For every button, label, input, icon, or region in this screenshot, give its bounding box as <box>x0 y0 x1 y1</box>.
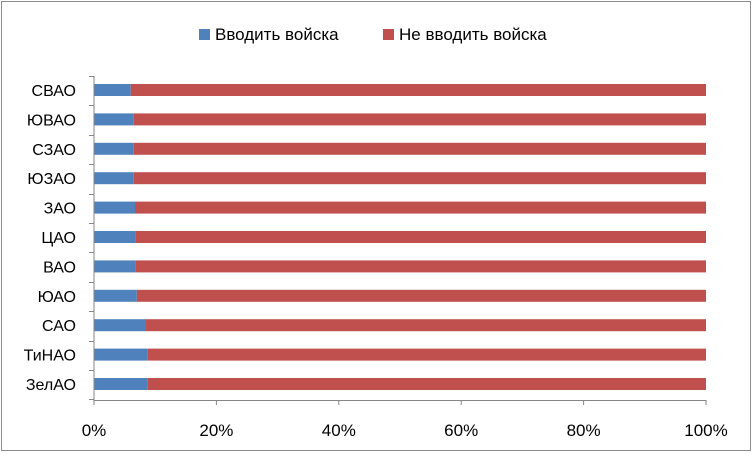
category-label: ЮАО <box>38 289 76 306</box>
bar-2-1 <box>130 84 707 96</box>
x-tick-label: 20% <box>199 421 233 440</box>
x-tick-label: 60% <box>444 421 478 440</box>
category-label: ЮЗАО <box>27 171 76 188</box>
category-label: ЗелАО <box>26 377 76 394</box>
bar-1-8 <box>94 289 137 302</box>
bar-1-3 <box>94 142 134 155</box>
category-label: СЗАО <box>32 142 76 159</box>
category-label: ВАО <box>43 259 76 276</box>
legend-swatch-1 <box>199 29 210 40</box>
legend-label-1: Вводить войска <box>215 25 339 44</box>
bar-2-8 <box>136 289 707 302</box>
bar-1-2 <box>94 113 134 126</box>
bar-1-11 <box>94 378 148 390</box>
x-tick-label: 40% <box>322 421 356 440</box>
axes: 0% 20% 40% 60% 80% 100% <box>82 76 728 440</box>
legend-label-2: Не вводить войска <box>399 25 547 44</box>
bar-1-10 <box>94 348 148 361</box>
x-tick-label: 100% <box>684 421 727 440</box>
bar-1-1 <box>94 84 131 96</box>
bar-2-3 <box>133 142 706 155</box>
bar-1-9 <box>94 319 147 332</box>
category-label: СВАО <box>32 83 76 100</box>
bar-1-5 <box>94 201 136 214</box>
x-tick-label: 0% <box>82 421 107 440</box>
category-label: ТиНАО <box>24 348 76 365</box>
bar-2-7 <box>135 260 707 273</box>
bar-2-2 <box>133 113 706 126</box>
bar-2-5 <box>135 201 706 214</box>
bar-2-10 <box>147 348 706 361</box>
category-label: ЮВАО <box>27 112 76 129</box>
legend: Вводить войска Не вводить войска <box>199 25 547 44</box>
category-label: ЗАО <box>44 201 76 218</box>
bars: СВАО ЮВАО СЗАО ЮЗАО ЗАО ЦАО ВАО ЮАО САО ТиНАО ЗелА… <box>24 83 707 394</box>
x-tick-label: 80% <box>567 421 601 440</box>
bar-2-9 <box>146 319 706 332</box>
bar-1-7 <box>94 260 136 273</box>
bar-1-6 <box>94 231 136 243</box>
bar-2-11 <box>147 378 706 390</box>
bar-2-6 <box>135 231 707 243</box>
bar-1-4 <box>94 172 134 185</box>
category-label: САО <box>42 318 76 335</box>
legend-swatch-2 <box>383 29 394 40</box>
category-label: ЦАО <box>41 230 76 247</box>
bar-2-4 <box>133 172 706 185</box>
